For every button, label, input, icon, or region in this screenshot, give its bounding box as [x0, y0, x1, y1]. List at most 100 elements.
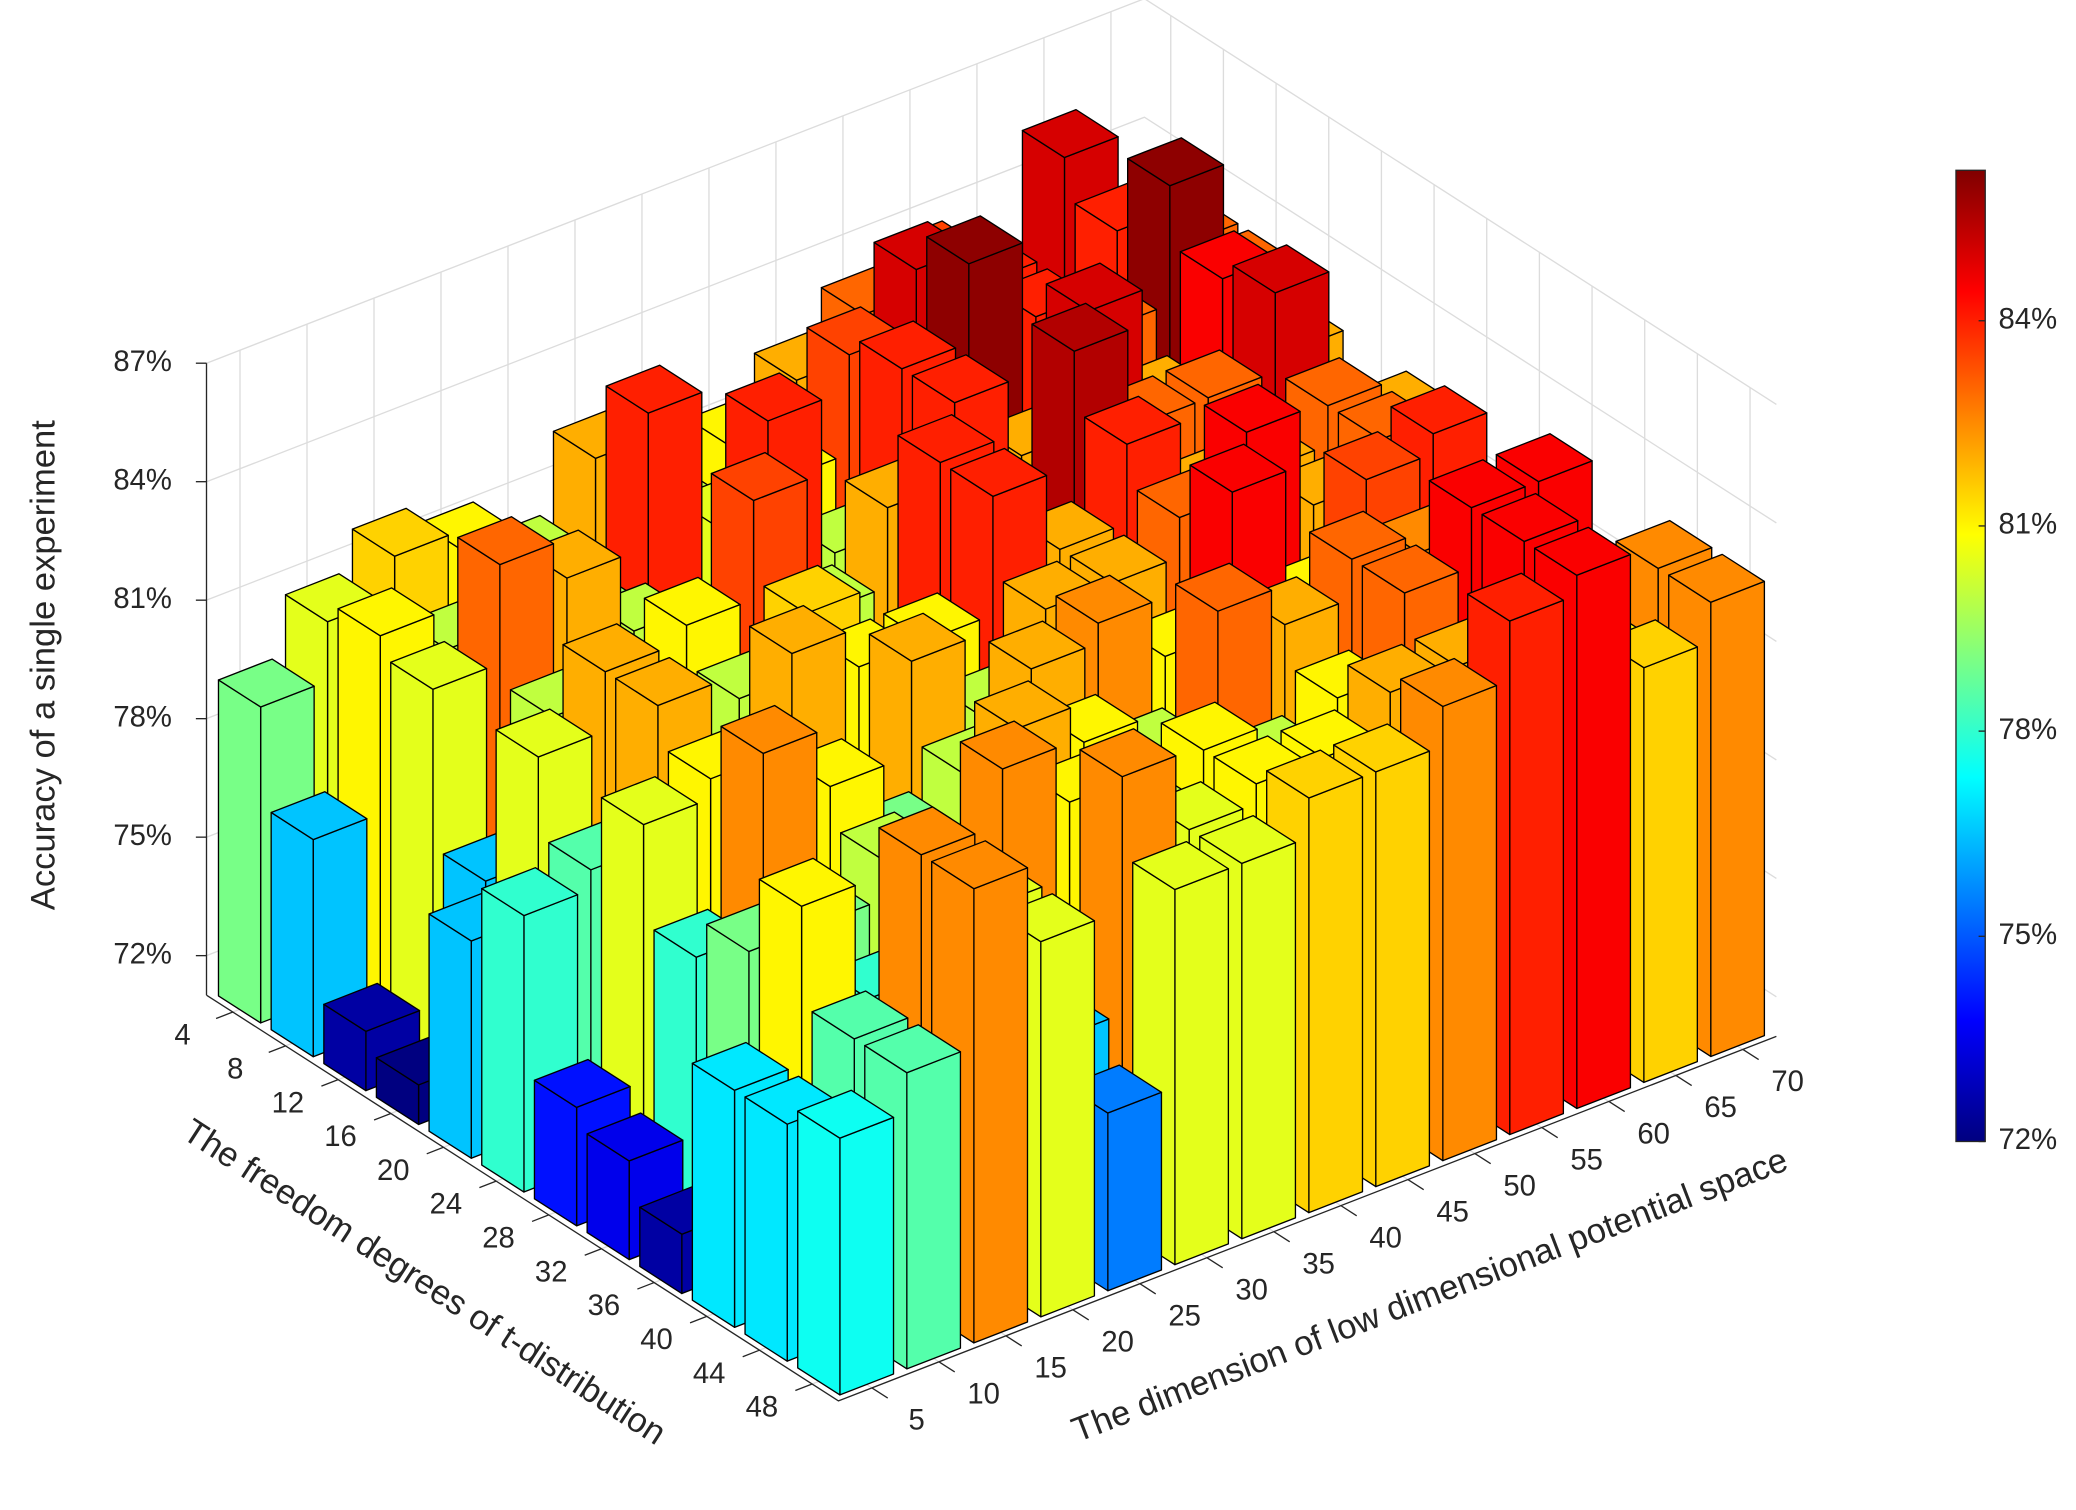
- bar-top: [1203, 383, 1301, 433]
- bar-top: [600, 776, 698, 826]
- y-tick: [1407, 1179, 1425, 1191]
- bar-top: [1495, 433, 1593, 483]
- z-tick-label: 78%: [113, 701, 172, 733]
- bar-top: [1079, 728, 1177, 778]
- bar-face: [839, 1116, 895, 1396]
- x-tick: [531, 1214, 550, 1223]
- colorbar: [1955, 169, 1986, 1143]
- colorbar-tick-label: 81%: [1999, 509, 2058, 541]
- colorbar-tick-label: 75%: [1999, 919, 2058, 951]
- bar-top: [1481, 492, 1579, 543]
- bar-top: [868, 612, 966, 662]
- bar-top: [586, 1112, 684, 1162]
- y-tick: [1340, 1205, 1358, 1217]
- bar-top: [1390, 385, 1488, 435]
- bar-face: [1241, 842, 1297, 1240]
- colorbar-tick-label: 84%: [1999, 303, 2058, 335]
- bar-top: [897, 414, 995, 464]
- y-tick-label: 50: [1503, 1170, 1536, 1202]
- y-tick-label: 65: [1704, 1092, 1737, 1124]
- bar-face: [1040, 920, 1096, 1318]
- bar-top: [1309, 510, 1407, 560]
- y-tick: [1675, 1074, 1693, 1087]
- z-tick-label: 87%: [113, 346, 172, 378]
- bar-face: [1643, 646, 1699, 1084]
- bar-face: [1710, 580, 1766, 1058]
- y-tick-label: 35: [1302, 1248, 1335, 1280]
- bar-top: [1232, 244, 1330, 294]
- bar-top: [337, 587, 435, 637]
- bar-face: [1107, 1091, 1163, 1292]
- bar-top: [974, 680, 1072, 730]
- x-tick-label: 4: [174, 1020, 190, 1052]
- bar-top: [1045, 262, 1143, 312]
- y-tick: [1541, 1126, 1559, 1139]
- bar-top: [323, 982, 421, 1032]
- bar-face: [906, 1051, 962, 1370]
- bar-top: [533, 1058, 631, 1109]
- x-tick: [584, 1248, 602, 1256]
- bar-top: [749, 604, 847, 655]
- bar-face: [1308, 776, 1364, 1214]
- bar-top: [1084, 395, 1182, 445]
- x-tick-label: 32: [535, 1256, 568, 1288]
- bar-top: [390, 640, 488, 690]
- bar-face: [1442, 684, 1498, 1162]
- z-axis-title: Accuracy of a single experiment: [25, 420, 63, 910]
- y-tick-label: 20: [1101, 1327, 1134, 1359]
- bar-top: [959, 720, 1057, 770]
- z-tick-label: 75%: [113, 820, 172, 852]
- bar-top: [1031, 302, 1129, 352]
- bar-top: [1266, 749, 1364, 799]
- y-tick: [1608, 1100, 1626, 1113]
- bar-top: [1055, 574, 1153, 624]
- y-tick-label: 10: [967, 1379, 1000, 1411]
- y-tick: [1005, 1335, 1023, 1347]
- bar-top: [1021, 108, 1119, 159]
- x-tick-label: 36: [588, 1290, 621, 1322]
- bar-face: [481, 887, 525, 1193]
- x-tick: [689, 1315, 708, 1324]
- bar-face: [428, 913, 472, 1159]
- bar-top: [1615, 519, 1713, 570]
- y-tick: [1072, 1309, 1090, 1321]
- bar-top: [1333, 723, 1431, 773]
- bar-top: [859, 320, 957, 370]
- bar-face: [1174, 868, 1230, 1266]
- bar-top: [758, 857, 856, 907]
- bar-top: [605, 364, 703, 414]
- bar-top: [351, 507, 449, 557]
- bar-top: [1428, 459, 1526, 509]
- bar-top: [1361, 544, 1459, 594]
- y-tick: [1742, 1048, 1760, 1061]
- bar-top: [1160, 701, 1258, 751]
- bar-top: [615, 656, 713, 707]
- bar-top: [725, 372, 823, 422]
- y-tick: [871, 1387, 889, 1399]
- bar-top: [811, 990, 909, 1040]
- bar-top: [763, 564, 861, 614]
- bar-top: [1400, 657, 1498, 708]
- y-tick: [1206, 1257, 1224, 1269]
- bar-top: [217, 658, 315, 708]
- x-tick: [373, 1112, 392, 1121]
- colorbar-tick-label: 72%: [1999, 1124, 2058, 1156]
- x-tick-label: 44: [693, 1358, 726, 1390]
- x-tick: [637, 1281, 655, 1290]
- bar-top: [1069, 534, 1167, 584]
- y-tick-label: 25: [1168, 1301, 1201, 1333]
- z-tick-label: 84%: [113, 464, 172, 496]
- bar-face: [797, 1110, 841, 1396]
- y-tick-label: 40: [1369, 1222, 1402, 1254]
- y-tick-label: 45: [1436, 1196, 1469, 1228]
- y-tick: [1273, 1231, 1291, 1243]
- bar-top: [1175, 562, 1273, 612]
- y-tick-label: 30: [1235, 1274, 1268, 1306]
- x-tick: [742, 1349, 760, 1358]
- y-tick-label: 5: [909, 1405, 925, 1437]
- bar-top: [643, 576, 741, 626]
- bar-face: [1375, 750, 1431, 1188]
- bar-top: [562, 623, 660, 673]
- axis-line: [206, 994, 1777, 1402]
